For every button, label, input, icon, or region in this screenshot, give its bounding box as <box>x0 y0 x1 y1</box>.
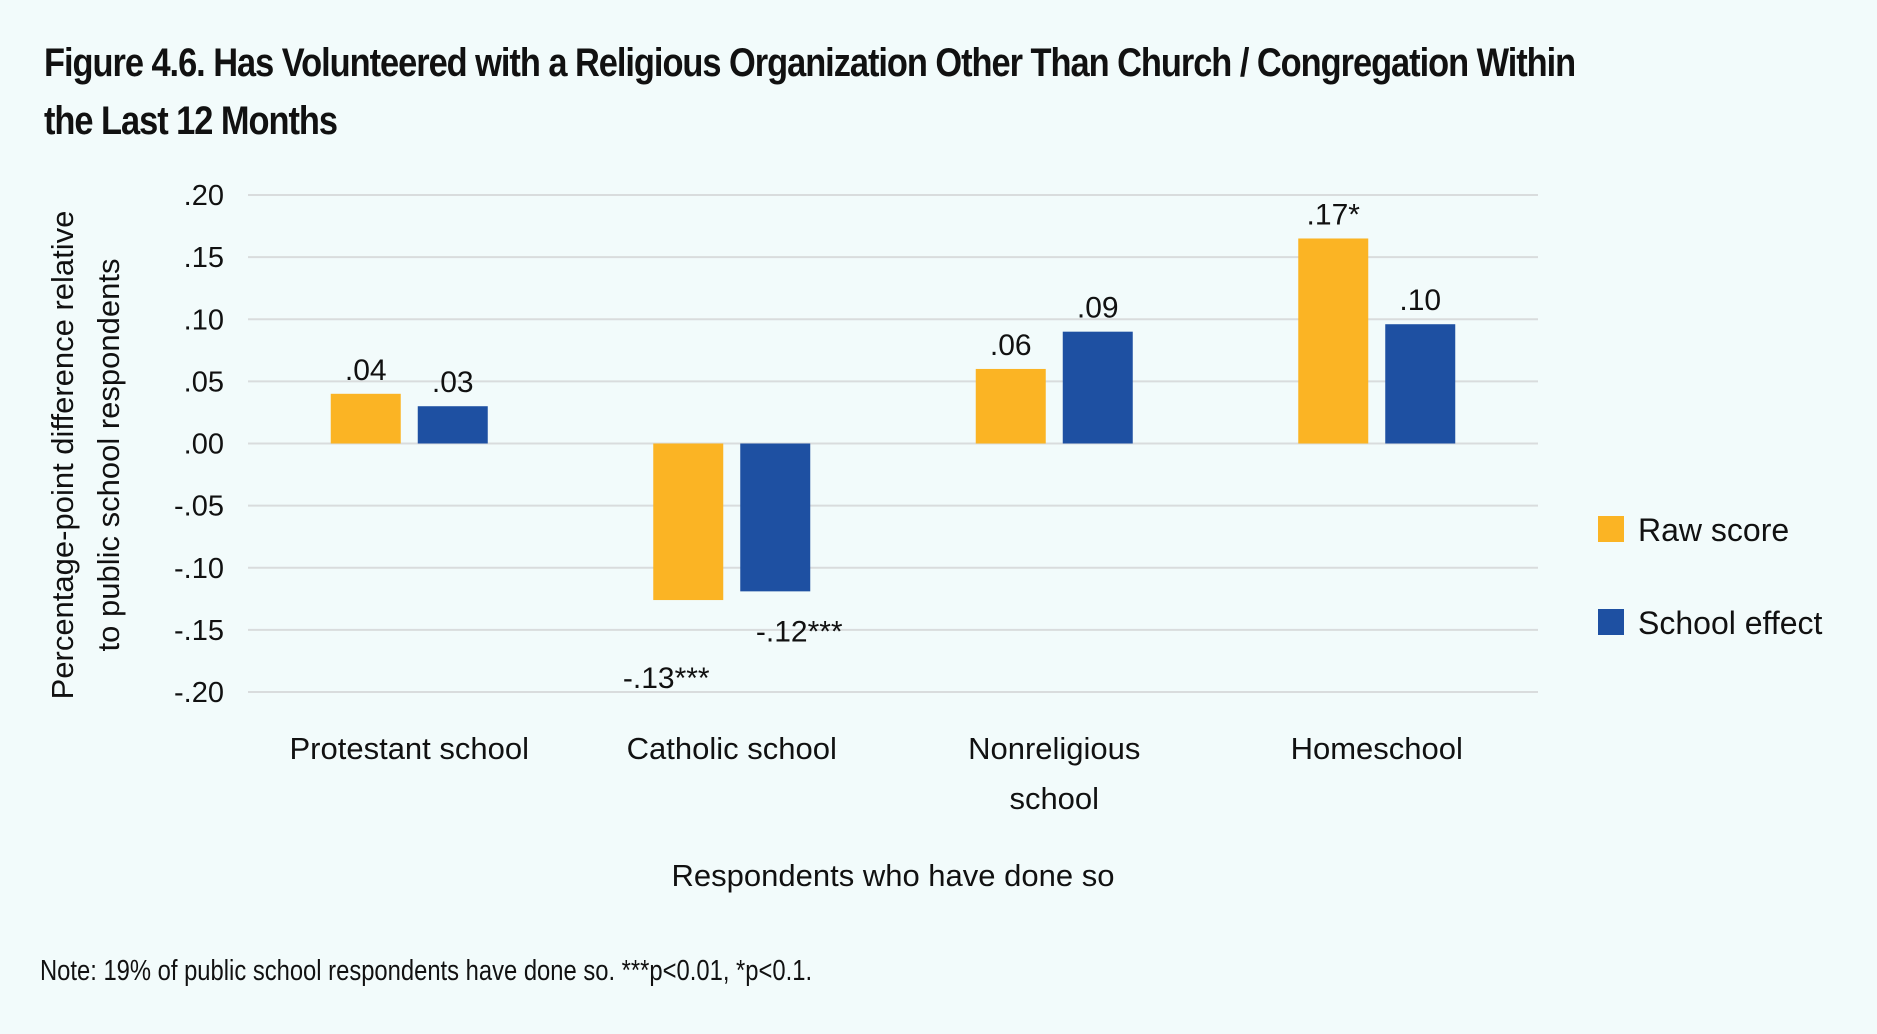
data-labels: .04 .03 -.13*** -.12*** .06 .09 .17* .10 <box>345 198 1441 695</box>
y-tick-label: -.05 <box>174 491 224 523</box>
data-label: -.12*** <box>756 615 843 648</box>
y-tick-label: -.15 <box>174 615 224 647</box>
chart-title: Figure 4.6. Has Volunteered with a Relig… <box>44 41 1576 143</box>
y-tick-label: .20 <box>184 180 224 212</box>
data-label: .10 <box>1399 284 1441 317</box>
bar-school-effect <box>1385 324 1456 444</box>
bar-raw-score <box>330 393 401 444</box>
data-label: -.13*** <box>623 662 710 695</box>
x-category-label: school <box>1009 781 1099 816</box>
x-category-label: Catholic school <box>627 731 837 766</box>
data-label: .04 <box>345 354 387 387</box>
chart-note: Note: 19% of public school respondents h… <box>40 955 813 987</box>
bar-school-effect <box>1062 331 1133 444</box>
bar-raw-score <box>1298 238 1369 444</box>
legend-label: School effect <box>1638 605 1823 641</box>
legend-label: Raw score <box>1638 512 1789 548</box>
x-axis-categories: Protestant school Catholic school Nonrelig… <box>289 731 1462 816</box>
legend-swatch <box>1598 609 1624 635</box>
x-category-label: Nonreligious <box>968 731 1140 766</box>
bar-raw-score <box>975 368 1046 444</box>
x-category-label: Protestant school <box>289 731 529 766</box>
bar-school-effect <box>740 443 811 592</box>
data-label: .09 <box>1077 292 1119 325</box>
y-axis-label-line2: to public school respondents <box>91 259 126 652</box>
y-tick-label: -.20 <box>174 677 224 709</box>
x-axis-label: Respondents who have done so <box>672 858 1115 893</box>
y-axis-label-line1: Percentage-point difference relative <box>45 211 80 700</box>
legend: Raw score School effect <box>1598 512 1823 641</box>
bar-school-effect <box>417 406 488 444</box>
y-axis-ticks: .20 .15 .10 .05 .00 -.05 -.10 -.15 -.20 <box>174 180 224 709</box>
data-label: .17* <box>1307 198 1361 231</box>
x-category-label: Homeschool <box>1291 731 1463 766</box>
legend-swatch <box>1598 516 1624 542</box>
y-tick-label: .10 <box>184 304 224 336</box>
bars <box>330 238 1456 601</box>
bar-raw-score <box>653 443 724 601</box>
data-label: .03 <box>432 366 474 399</box>
y-tick-label: .15 <box>184 242 224 274</box>
data-label: .06 <box>990 329 1032 362</box>
y-tick-label: .00 <box>184 429 224 461</box>
y-tick-label: -.10 <box>174 553 224 585</box>
y-tick-label: .05 <box>184 366 224 398</box>
